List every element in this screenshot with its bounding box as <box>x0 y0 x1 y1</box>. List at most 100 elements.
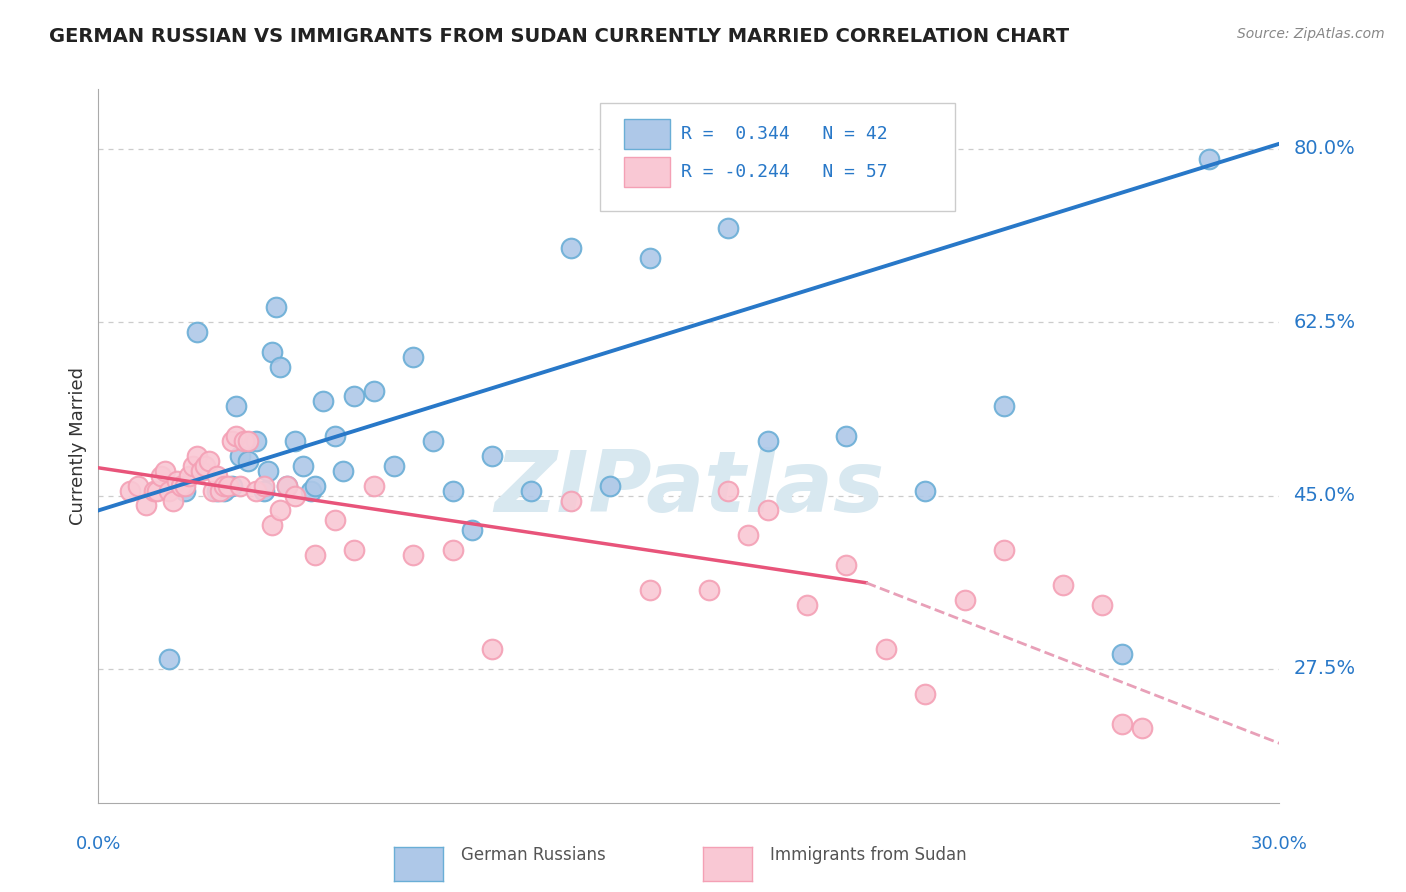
Point <box>993 543 1015 558</box>
Point <box>229 449 252 463</box>
Point <box>1130 722 1153 736</box>
Point <box>835 558 858 572</box>
Point <box>269 359 291 374</box>
Point <box>256 464 278 478</box>
Point <box>560 241 582 255</box>
Point <box>253 478 276 492</box>
Point <box>229 478 252 492</box>
Point <box>756 503 779 517</box>
Point <box>162 493 184 508</box>
Point <box>146 483 169 498</box>
Point <box>214 483 236 498</box>
Point <box>737 528 759 542</box>
Point <box>221 434 243 448</box>
Point <box>284 434 307 448</box>
Point <box>461 523 484 537</box>
Point <box>402 548 425 562</box>
Point <box>135 499 157 513</box>
Text: Source: ZipAtlas.com: Source: ZipAtlas.com <box>1237 27 1385 41</box>
Point <box>1111 647 1133 661</box>
Point <box>186 449 208 463</box>
Point <box>441 483 464 498</box>
Point <box>118 483 141 498</box>
Point <box>304 548 326 562</box>
Point <box>190 464 212 478</box>
Point <box>638 582 661 597</box>
Point <box>1111 716 1133 731</box>
Point <box>225 429 247 443</box>
Point <box>150 468 173 483</box>
Point <box>127 478 149 492</box>
Point <box>422 434 444 448</box>
Point <box>186 325 208 339</box>
Point <box>214 478 236 492</box>
Point <box>205 483 228 498</box>
Point <box>253 483 276 498</box>
Point <box>260 518 283 533</box>
Text: R = -0.244   N = 57: R = -0.244 N = 57 <box>681 163 887 181</box>
Point <box>717 483 740 498</box>
FancyBboxPatch shape <box>600 103 955 211</box>
Point <box>157 652 180 666</box>
Point <box>276 478 298 492</box>
FancyBboxPatch shape <box>624 120 671 149</box>
Point <box>402 350 425 364</box>
Point <box>875 642 897 657</box>
Point <box>225 400 247 414</box>
Point <box>166 474 188 488</box>
Point <box>914 483 936 498</box>
Point <box>201 483 224 498</box>
Point <box>245 434 267 448</box>
Point <box>1091 598 1114 612</box>
Point <box>236 454 259 468</box>
Text: ZIPatlas: ZIPatlas <box>494 447 884 531</box>
Point <box>205 468 228 483</box>
Text: 80.0%: 80.0% <box>1294 139 1355 158</box>
Text: 27.5%: 27.5% <box>1294 659 1355 679</box>
Point <box>481 449 503 463</box>
Point <box>638 251 661 265</box>
Point <box>332 464 354 478</box>
Text: German Russians: German Russians <box>461 847 606 864</box>
Point <box>299 483 322 498</box>
Point <box>292 458 315 473</box>
Point <box>520 483 543 498</box>
Point <box>304 478 326 492</box>
Point <box>323 429 346 443</box>
Text: R =  0.344   N = 42: R = 0.344 N = 42 <box>681 125 887 143</box>
Point <box>197 454 219 468</box>
Point <box>233 434 256 448</box>
FancyBboxPatch shape <box>624 157 671 187</box>
Text: GERMAN RUSSIAN VS IMMIGRANTS FROM SUDAN CURRENTLY MARRIED CORRELATION CHART: GERMAN RUSSIAN VS IMMIGRANTS FROM SUDAN … <box>49 27 1070 45</box>
Point <box>697 582 720 597</box>
Point <box>177 468 200 483</box>
Text: Immigrants from Sudan: Immigrants from Sudan <box>770 847 967 864</box>
Point <box>599 478 621 492</box>
Point <box>312 394 335 409</box>
Point <box>276 478 298 492</box>
Point <box>717 221 740 235</box>
Point <box>835 429 858 443</box>
Point <box>914 687 936 701</box>
Point <box>181 458 204 473</box>
Point <box>209 483 232 498</box>
Point <box>323 513 346 527</box>
Point <box>170 478 193 492</box>
Point <box>260 344 283 359</box>
Point <box>382 458 405 473</box>
Point <box>264 300 287 314</box>
Point <box>560 493 582 508</box>
Point <box>142 483 165 498</box>
Point <box>1198 152 1220 166</box>
Y-axis label: Currently Married: Currently Married <box>69 367 87 525</box>
Point <box>221 478 243 492</box>
Point <box>481 642 503 657</box>
Point <box>993 400 1015 414</box>
Text: 62.5%: 62.5% <box>1294 312 1355 332</box>
Point <box>194 458 217 473</box>
Point <box>363 478 385 492</box>
Point <box>174 483 197 498</box>
Point <box>269 503 291 517</box>
Point <box>796 598 818 612</box>
Point <box>441 543 464 558</box>
